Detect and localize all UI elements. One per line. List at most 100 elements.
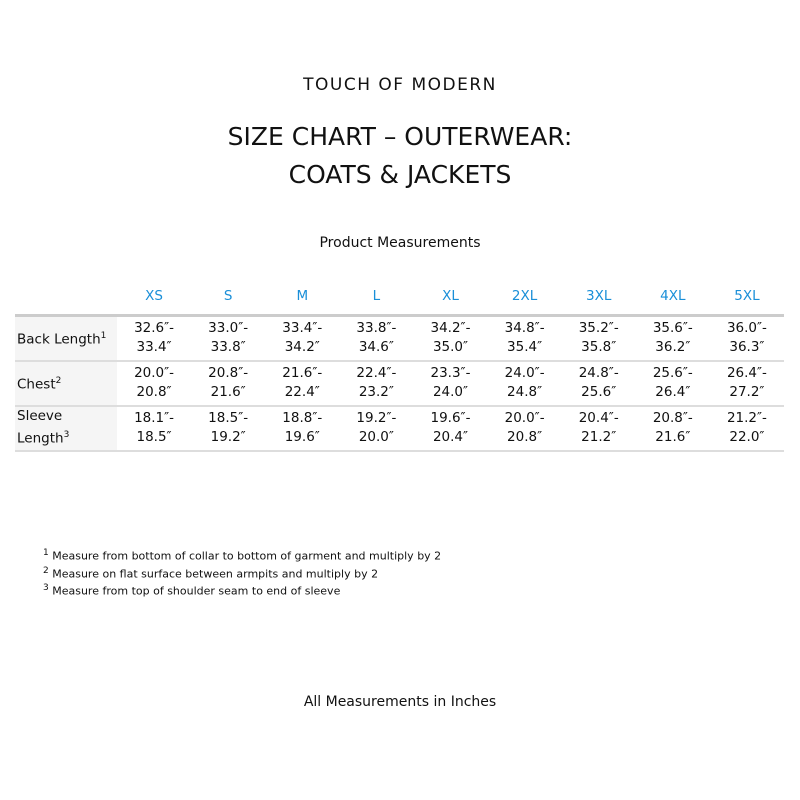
range-end: 19.6″: [284, 429, 320, 445]
range-start: 26.4″-: [726, 365, 767, 381]
table-caption: Product Measurements: [319, 235, 481, 251]
measurement-cell: 24.0″- 24.8″: [488, 361, 562, 406]
row-label: Back Length1: [15, 315, 117, 361]
size-header-3xl: 3XL: [586, 288, 612, 304]
range-end: 19.2″: [210, 429, 246, 445]
measurement-cell: 24.8″- 25.6″: [562, 361, 636, 406]
table-row: Chest2 20.0″- 20.8″ 20.8″- 21.6″ 21.6″- 22.4″ 2…: [15, 360, 784, 406]
measurement-cell: 33.8″- 34.6″: [339, 316, 413, 361]
measurement-cell: 26.4″- 27.2″: [710, 361, 784, 406]
range-start: 18.8″-: [282, 410, 323, 426]
footnote-text: Measure from bottom of collar to bottom …: [52, 549, 442, 563]
range-start: 21.2″-: [726, 410, 767, 426]
footnote: 3 Measure from top of shoulder seam to e…: [43, 581, 441, 599]
measurement-cell: 36.0″- 36.3″: [710, 316, 784, 361]
range-start: 33.4″-: [282, 320, 323, 337]
footnote: 1 Measure from bottom of collar to botto…: [43, 546, 441, 564]
range-end: 21.6″: [210, 384, 246, 400]
range-start: 20.0″-: [504, 410, 545, 426]
measurement-cell: 20.8″- 21.6″: [636, 406, 710, 451]
range-end: 20.8″: [507, 429, 543, 445]
range-start: 32.6″-: [134, 320, 175, 337]
range-end: 20.8″: [136, 384, 172, 400]
brand-logo: TOUCH OF MODERN: [303, 75, 497, 95]
footnote-number: 3: [43, 583, 49, 594]
range-start: 20.0″-: [134, 365, 175, 381]
measurement-cell: 21.2″- 22.0″: [710, 406, 784, 451]
row-label-text: Back Length: [17, 331, 101, 348]
range-start: 23.3″-: [430, 365, 471, 381]
size-header-row: XS S M L XL 2XL 3XL 4XL 5XL: [15, 278, 784, 316]
range-start: 34.8″-: [504, 320, 545, 337]
measurement-cell: 19.6″- 20.4″: [413, 406, 487, 451]
range-start: 24.8″-: [578, 365, 619, 381]
row-label-text: Sleeve Length: [17, 408, 64, 447]
range-end: 36.3″: [729, 339, 765, 356]
measurement-cell: 19.2″- 20.0″: [339, 406, 413, 451]
measurement-cell: 18.5″- 19.2″: [191, 406, 265, 451]
measurement-cell: 35.2″- 35.8″: [562, 316, 636, 361]
range-end: 20.0″: [358, 429, 394, 445]
range-start: 21.6″-: [282, 365, 323, 381]
footnote-marker: 2: [55, 375, 62, 386]
measurement-cell: 18.1″- 18.5″: [117, 406, 191, 451]
range-start: 19.2″-: [356, 410, 397, 426]
footnotes: 1 Measure from bottom of collar to botto…: [43, 546, 441, 599]
size-header-4xl: 4XL: [660, 288, 686, 304]
size-header-5xl: 5XL: [734, 288, 760, 304]
range-end: 35.0″: [432, 339, 469, 356]
range-end: 36.2″: [655, 339, 691, 356]
measurement-cell: 32.6″- 33.4″: [117, 316, 191, 361]
range-end: 18.5″: [136, 429, 172, 445]
measurement-cell: 33.0″- 33.8″: [191, 316, 265, 361]
range-start: 18.5″-: [208, 410, 249, 426]
measurement-cell: 34.2″- 35.0″: [413, 316, 487, 361]
measurement-cell: 20.0″- 20.8″: [117, 361, 191, 406]
range-start: 22.4″-: [356, 365, 397, 381]
measurement-cell: 20.8″- 21.6″: [191, 361, 265, 406]
footnote-number: 2: [43, 565, 49, 576]
range-end: 21.6″: [655, 429, 691, 445]
row-label: Sleeve Length3: [15, 405, 117, 451]
size-header-2xl: 2XL: [511, 288, 538, 304]
footnote-number: 1: [43, 548, 49, 558]
range-end: 34.6″: [358, 339, 394, 356]
range-end: 24.8″: [507, 384, 543, 400]
footnote-text: Measure from top of shoulder seam to end…: [52, 584, 341, 598]
range-end: 33.8″: [210, 339, 246, 356]
range-start: 33.8″-: [356, 320, 397, 337]
page-title: SIZE CHART – OUTERWEAR: COATS & JACKETS: [0, 118, 800, 194]
range-start: 35.6″-: [652, 320, 693, 337]
measurement-cell: 18.8″- 19.6″: [265, 406, 339, 451]
range-start: 25.6″-: [652, 365, 693, 381]
range-start: 19.6″-: [430, 410, 471, 426]
range-start: 20.8″-: [652, 410, 693, 426]
range-end: 24.0″: [432, 384, 469, 400]
range-end: 35.8″: [581, 339, 617, 356]
range-start: 33.0″-: [208, 320, 249, 337]
range-end: 22.4″: [284, 384, 320, 400]
size-header-xl: XL: [442, 288, 459, 304]
range-end: 23.2″: [358, 384, 394, 400]
row-label-text: Chest: [17, 376, 56, 393]
range-start: 20.8″-: [208, 365, 249, 381]
size-header-l: L: [372, 288, 381, 304]
range-start: 35.2″-: [578, 320, 619, 337]
range-start: 24.0″-: [504, 365, 545, 381]
row-label: Chest2: [15, 360, 117, 406]
range-start: 34.2″-: [430, 320, 471, 337]
range-start: 18.1″-: [134, 410, 175, 426]
range-end: 35.4″: [507, 339, 543, 356]
title-line-2: COATS & JACKETS: [288, 160, 512, 189]
footnote-marker: 1: [100, 331, 107, 341]
range-start: 36.0″-: [726, 320, 767, 337]
table-row: Back Length1 32.6″- 33.4″ 33.0″- 33.8″ 33.4″-…: [15, 315, 784, 361]
measurement-cell: 21.6″- 22.4″: [265, 361, 339, 406]
range-end: 20.4″: [432, 429, 469, 445]
size-header-xs: XS: [145, 288, 163, 304]
header-blank: [15, 278, 117, 316]
footnote-marker: 3: [63, 430, 70, 441]
table-row: Sleeve Length3 18.1″- 18.5″ 18.5″- 19.2″ 18.8…: [15, 405, 784, 451]
measurement-cell: 25.6″- 26.4″: [636, 361, 710, 406]
size-table: XS S M L XL 2XL 3XL 4XL 5XL Back Length1 32.6″- 33…: [15, 278, 784, 452]
